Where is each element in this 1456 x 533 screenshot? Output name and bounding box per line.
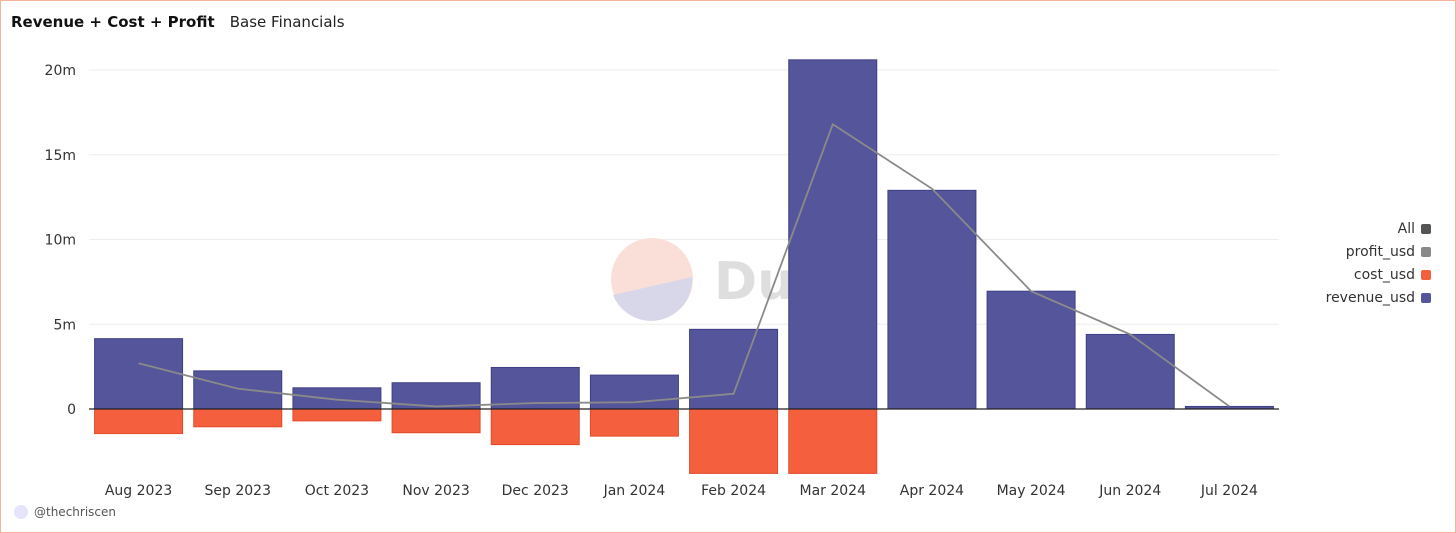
bar-revenue_usd[interactable] xyxy=(887,189,977,410)
x-tick-label: Dec 2023 xyxy=(502,483,569,499)
bar-revenue_usd[interactable] xyxy=(193,370,283,410)
legend-item-all[interactable]: All xyxy=(1326,217,1431,240)
y-tick-label: 0 xyxy=(67,402,76,418)
x-tick-label: Feb 2024 xyxy=(701,483,766,499)
x-tick-label: Jun 2024 xyxy=(1098,483,1161,499)
bar-cost_usd[interactable] xyxy=(490,408,580,446)
bar-cost_usd[interactable] xyxy=(94,408,184,435)
chart-legend: All profit_usd cost_usd revenue_usd xyxy=(1326,217,1431,309)
legend-swatch xyxy=(1421,223,1431,234)
legend-label: profit_usd xyxy=(1345,243,1415,260)
x-tick-label: Apr 2024 xyxy=(900,483,964,499)
legend-item-cost[interactable]: cost_usd xyxy=(1326,263,1431,286)
legend-label: All xyxy=(1397,220,1415,237)
x-tick-label: Aug 2023 xyxy=(105,483,172,499)
legend-swatch xyxy=(1421,246,1431,257)
x-tick-label: May 2024 xyxy=(997,483,1066,499)
x-tick-label: Jul 2024 xyxy=(1200,483,1258,499)
x-tick-label: Oct 2023 xyxy=(305,483,369,499)
x-tick-label: Sep 2023 xyxy=(205,483,271,499)
y-tick-label: 5m xyxy=(53,317,76,333)
legend-label: cost_usd xyxy=(1353,266,1415,283)
bar-revenue_usd[interactable] xyxy=(589,374,679,410)
author-handle[interactable]: @thechriscen xyxy=(34,505,117,519)
bar-revenue_usd[interactable] xyxy=(94,338,184,410)
bar-cost_usd[interactable] xyxy=(589,408,679,437)
legend-swatch xyxy=(1421,292,1431,303)
legend-swatch xyxy=(1421,269,1431,280)
bar-revenue_usd[interactable] xyxy=(292,387,382,410)
bar-cost_usd[interactable] xyxy=(292,408,382,422)
y-tick-label: 20m xyxy=(45,63,76,79)
chart-subtitle: Base Financials xyxy=(229,13,345,31)
bar-revenue_usd[interactable] xyxy=(1085,333,1175,410)
chart-header: Revenue + Cost + Profit Base Financials xyxy=(11,12,345,31)
chart-title: Revenue + Cost + Profit xyxy=(11,13,215,31)
bar-cost_usd[interactable] xyxy=(193,408,283,428)
bar-revenue_usd[interactable] xyxy=(986,290,1076,410)
grid-lines xyxy=(89,69,1279,325)
legend-item-profit[interactable]: profit_usd xyxy=(1326,240,1431,263)
bar-cost_usd[interactable] xyxy=(788,408,878,474)
profit-line-layer xyxy=(138,122,1230,408)
profit-line[interactable] xyxy=(138,122,1230,408)
watermark-logo-bottom xyxy=(613,277,693,321)
bar-revenue_usd[interactable] xyxy=(788,59,878,410)
legend-item-revenue[interactable]: revenue_usd xyxy=(1326,286,1431,309)
y-tick-label: 15m xyxy=(45,148,76,164)
chart-footer: @thechriscen xyxy=(14,505,116,519)
x-tick-label: Nov 2023 xyxy=(402,483,469,499)
bar-cost_usd[interactable] xyxy=(689,408,779,474)
y-tick-label: 10m xyxy=(45,233,76,249)
bar-cost_usd[interactable] xyxy=(391,408,481,434)
x-tick-label: Mar 2024 xyxy=(800,483,867,499)
legend-label: revenue_usd xyxy=(1325,289,1415,306)
avatar[interactable] xyxy=(14,505,28,519)
axes: 0 5m 10m 15m 20m Aug 2023 Sep 2023 Oct 2023 Nov … xyxy=(45,63,1279,499)
x-tick-label: Jan 2024 xyxy=(603,483,666,499)
